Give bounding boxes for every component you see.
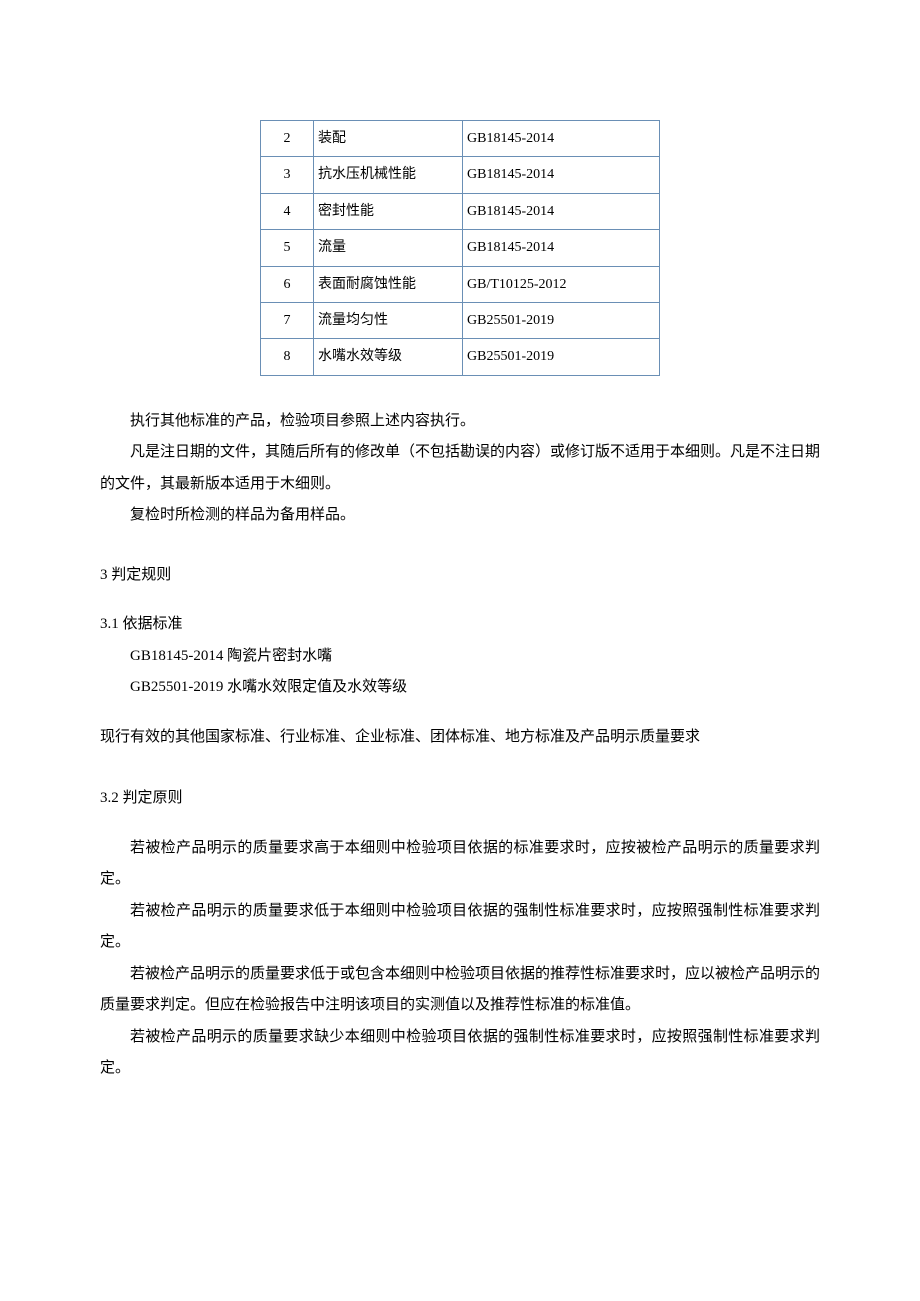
table-row: 6表面耐腐蚀性能GB/T10125-2012 xyxy=(261,266,660,302)
cell-standard: GB/T10125-2012 xyxy=(463,266,660,302)
cell-name: 密封性能 xyxy=(314,193,463,229)
table-row: 7流量均匀性GB25501-2019 xyxy=(261,302,660,338)
cell-index: 2 xyxy=(261,121,314,157)
table-row: 3抗水压机械性能GB18145-2014 xyxy=(261,157,660,193)
table-row: 4密封性能GB18145-2014 xyxy=(261,193,660,229)
cell-index: 3 xyxy=(261,157,314,193)
cell-name: 表面耐腐蚀性能 xyxy=(314,266,463,302)
paragraph: 若被检产品明示的质量要求低于本细则中检验项目依据的强制性标准要求时，应按照强制性… xyxy=(100,896,820,959)
paragraph: 凡是注日期的文件，其随后所有的修改单（不包括勘误的内容）或修订版不适用于本细则。… xyxy=(100,437,820,500)
heading-3: 3 判定规则 xyxy=(100,560,820,592)
paragraph: 复检时所检测的样品为备用样品。 xyxy=(100,500,820,532)
cell-index: 5 xyxy=(261,230,314,266)
cell-index: 8 xyxy=(261,339,314,375)
citation: GB18145-2014 陶瓷片密封水嘴 xyxy=(100,641,820,673)
cell-standard: GB18145-2014 xyxy=(463,121,660,157)
table-row: 5流量GB18145-2014 xyxy=(261,230,660,266)
heading-3-1: 3.1 依据标准 xyxy=(100,609,820,641)
heading-3-2: 3.2 判定原则 xyxy=(100,783,820,815)
cell-index: 4 xyxy=(261,193,314,229)
paragraph: 若被检产品明示的质量要求低于或包含本细则中检验项目依据的推荐性标准要求时，应以被… xyxy=(100,959,820,1022)
paragraph: 若被检产品明示的质量要求高于本细则中检验项目依据的标准要求时，应按被检产品明示的… xyxy=(100,833,820,896)
cell-name: 流量均匀性 xyxy=(314,302,463,338)
paragraph: 若被检产品明示的质量要求缺少本细则中检验项目依据的强制性标准要求时，应按照强制性… xyxy=(100,1022,820,1085)
cell-standard: GB25501-2019 xyxy=(463,302,660,338)
paragraph: 现行有效的其他国家标准、行业标准、企业标准、团体标准、地方标准及产品明示质量要求 xyxy=(100,722,820,754)
cell-index: 7 xyxy=(261,302,314,338)
cell-name: 水嘴水效等级 xyxy=(314,339,463,375)
cell-name: 装配 xyxy=(314,121,463,157)
cell-standard: GB18145-2014 xyxy=(463,193,660,229)
cell-name: 抗水压机械性能 xyxy=(314,157,463,193)
table-row: 2装配GB18145-2014 xyxy=(261,121,660,157)
cell-index: 6 xyxy=(261,266,314,302)
table-row: 8水嘴水效等级GB25501-2019 xyxy=(261,339,660,375)
citation: GB25501-2019 水嘴水效限定值及水效等级 xyxy=(100,672,820,704)
cell-name: 流量 xyxy=(314,230,463,266)
cell-standard: GB18145-2014 xyxy=(463,230,660,266)
paragraph: 执行其他标准的产品，检验项目参照上述内容执行。 xyxy=(100,406,820,438)
document-page: 2装配GB18145-20143抗水压机械性能GB18145-20144密封性能… xyxy=(0,0,920,1145)
cell-standard: GB18145-2014 xyxy=(463,157,660,193)
cell-standard: GB25501-2019 xyxy=(463,339,660,375)
standards-table: 2装配GB18145-20143抗水压机械性能GB18145-20144密封性能… xyxy=(260,120,660,376)
